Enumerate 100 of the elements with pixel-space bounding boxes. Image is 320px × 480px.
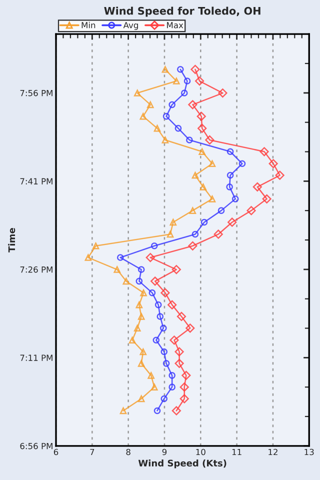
point [189, 207, 196, 214]
point [180, 394, 189, 404]
point [190, 64, 200, 74]
point [154, 407, 161, 414]
point [226, 172, 234, 179]
point [92, 242, 100, 250]
y-tick-label: 7:41 PM [20, 178, 52, 184]
point [138, 266, 145, 273]
point [252, 182, 262, 192]
x-tick-label: 13 [304, 448, 314, 456]
y-tick-label: 7:56 PM [20, 90, 52, 96]
x-tick-label: 7 [90, 448, 94, 456]
point [160, 324, 167, 332]
point [232, 196, 239, 202]
point [174, 124, 182, 132]
point [140, 112, 147, 120]
point [226, 148, 234, 156]
point [218, 88, 228, 98]
point [188, 241, 198, 250]
point [168, 300, 177, 310]
point [138, 313, 145, 320]
point [156, 313, 164, 320]
x-tick-label: 11 [232, 448, 242, 456]
x-tick-label: 10 [196, 448, 206, 456]
point [136, 301, 143, 308]
point [192, 230, 199, 238]
point [120, 407, 127, 414]
point [180, 90, 188, 96]
point [128, 336, 136, 344]
point [150, 242, 158, 250]
y-tick-label: 7:11 PM [20, 354, 52, 361]
point [176, 312, 186, 322]
point [114, 266, 121, 273]
point [170, 336, 179, 345]
point [138, 395, 145, 402]
point [246, 206, 256, 216]
point [160, 288, 170, 298]
point [205, 135, 214, 145]
point [196, 112, 206, 121]
point [116, 254, 124, 261]
legend-label: Max [167, 22, 184, 28]
point [162, 360, 170, 367]
point [180, 382, 189, 392]
point [228, 218, 237, 227]
point [134, 90, 141, 96]
point [146, 252, 155, 262]
point [154, 124, 161, 132]
point [198, 124, 207, 133]
point [166, 230, 174, 238]
point [268, 159, 278, 168]
point [134, 324, 141, 332]
point [176, 66, 184, 73]
point [218, 207, 225, 214]
point [214, 230, 223, 239]
point [174, 358, 184, 368]
point [148, 289, 156, 296]
point [238, 160, 246, 168]
point [226, 184, 233, 190]
point [138, 360, 145, 367]
point [162, 136, 169, 144]
point [136, 278, 143, 285]
point [186, 324, 195, 333]
point [208, 196, 216, 202]
chart-title: Wind Speed for Toledo, OH [104, 6, 260, 17]
point [122, 278, 130, 285]
point [198, 148, 206, 156]
point [192, 172, 199, 179]
point [148, 372, 155, 379]
point [162, 112, 170, 120]
point [184, 78, 191, 84]
point [150, 276, 160, 286]
point [200, 218, 208, 226]
point [275, 170, 284, 180]
point [168, 372, 176, 379]
point [188, 100, 198, 110]
x-axis-title: Wind Speed (Kts) [138, 460, 226, 468]
point [200, 184, 207, 190]
point [146, 101, 154, 108]
point [140, 289, 147, 296]
point [262, 194, 272, 204]
point [160, 348, 168, 356]
point [195, 76, 204, 86]
point [186, 136, 193, 144]
point [174, 347, 184, 356]
point [150, 384, 158, 390]
legend-label: Min [82, 22, 96, 28]
point [182, 370, 191, 380]
point [84, 254, 92, 261]
y-tick-label: 6:56 PM [20, 442, 52, 450]
point [172, 406, 181, 416]
x-tick-label: 8 [126, 448, 130, 456]
point [140, 348, 147, 356]
y-axis-title: Time [8, 228, 16, 252]
legend-label: Avg [123, 22, 138, 30]
point [154, 301, 162, 308]
point [260, 147, 269, 156]
point [168, 101, 176, 108]
point [170, 218, 177, 226]
point [173, 78, 180, 84]
point [152, 336, 160, 344]
